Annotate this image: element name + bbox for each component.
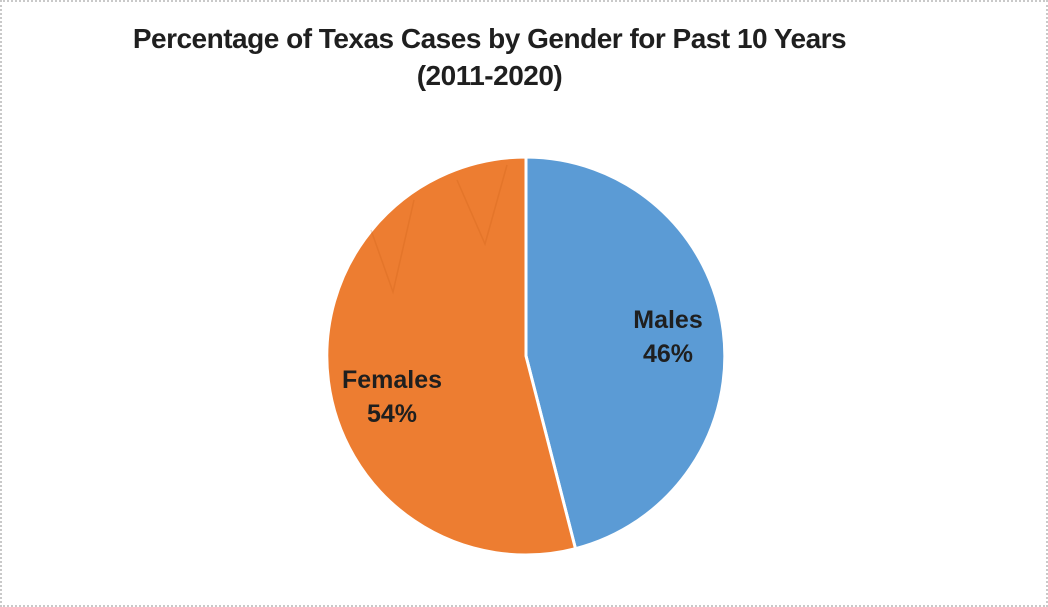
pie-slice-males[interactable] xyxy=(524,155,727,551)
chart-title-line2: (2011-2020) xyxy=(416,60,563,91)
chart-title: Percentage of Texas Cases by Gender for … xyxy=(2,20,977,94)
chart-title-line1: Percentage of Texas Cases by Gender for … xyxy=(132,23,847,54)
watermark-pattern xyxy=(370,164,508,295)
pie-slice-females[interactable] xyxy=(325,155,577,557)
